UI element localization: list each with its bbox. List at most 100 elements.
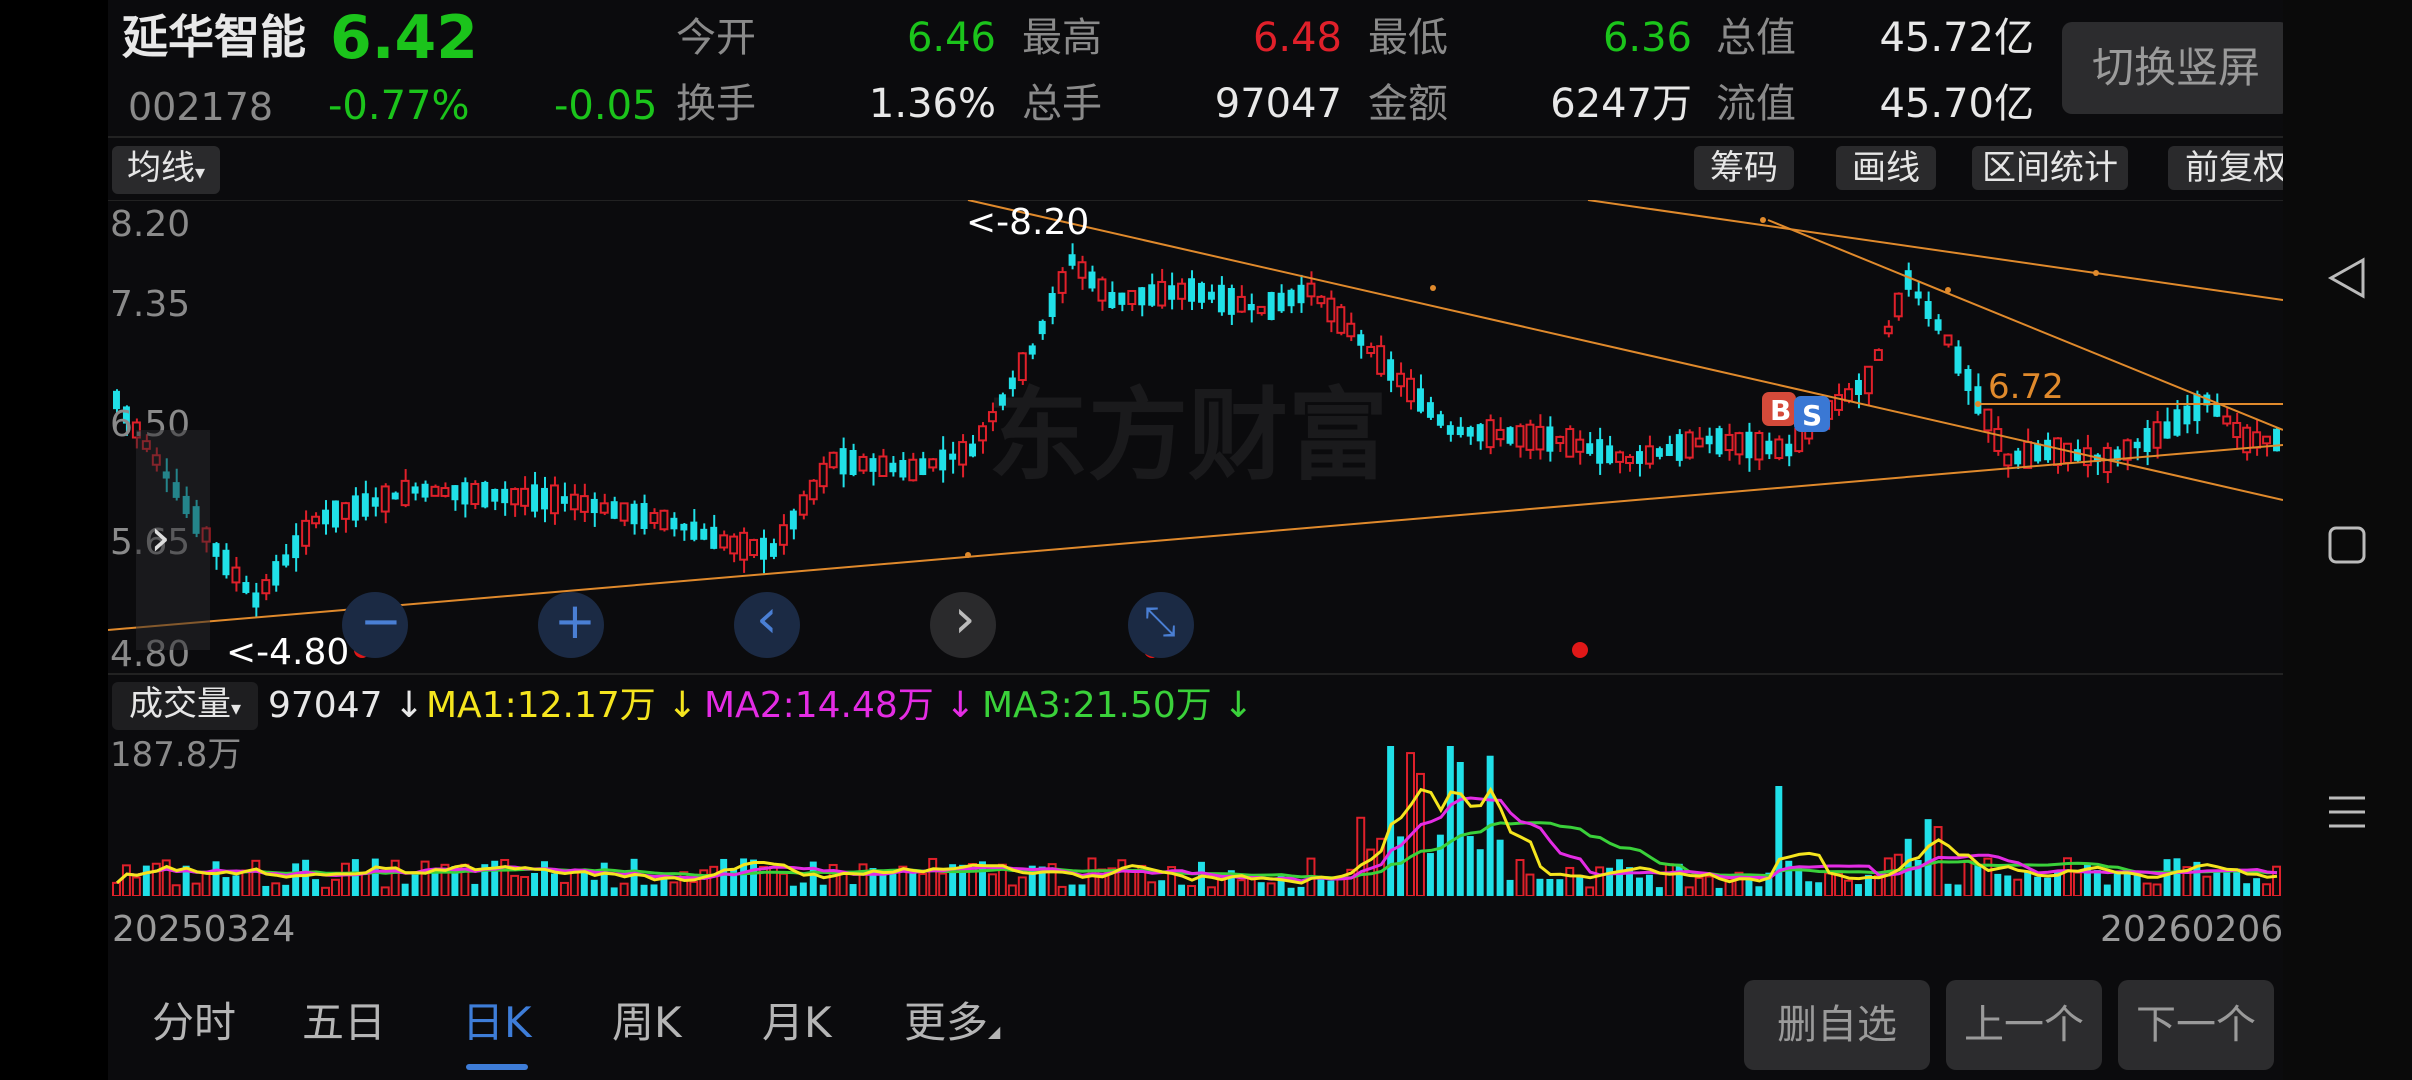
volume-max-tick: 187.8万: [110, 735, 241, 775]
candle-body: [2183, 405, 2191, 425]
volume-bar: [2133, 873, 2141, 896]
ma-dropdown[interactable]: 均线▾: [112, 146, 220, 194]
min-price-marker: <-4.80: [226, 632, 349, 673]
candle-body: [1943, 334, 1953, 346]
candle-body: [1207, 291, 1215, 300]
candle-body: [2232, 421, 2242, 439]
expand-left-button[interactable]: ›: [136, 430, 210, 650]
volume-bar: [1694, 877, 1704, 896]
volume-bar: [2223, 871, 2231, 896]
ma3-value: MA3:21.50万 ↓: [982, 685, 1254, 726]
zoom-in-button[interactable]: +: [538, 592, 604, 658]
home-icon[interactable]: [2327, 525, 2367, 565]
candle-body: [899, 460, 907, 478]
candle-body: [640, 503, 648, 529]
volume-bar: [1963, 859, 1973, 896]
ma-dropdown-label: 均线: [126, 148, 195, 188]
switch-portrait-button[interactable]: 切换竖屏: [2062, 22, 2290, 114]
kline-chart[interactable]: 东方财富 6.72 8.20 7.35 6.50 5.65 4.80 <-8.2…: [108, 200, 2283, 678]
candle-body: [1077, 261, 1087, 279]
candle-body: [969, 443, 977, 457]
candle-body: [808, 479, 818, 501]
next-stock-button[interactable]: 下一个: [2118, 980, 2274, 1070]
indicator-dropdown[interactable]: 成交量▾: [112, 682, 258, 730]
candle-body: [1118, 292, 1126, 305]
range-stats-button[interactable]: 区间统计: [1972, 146, 2128, 190]
volume-bar: [182, 865, 190, 896]
buy-badge[interactable]: [1762, 392, 1796, 426]
candle-body: [2252, 431, 2262, 449]
candle-body: [1904, 270, 1912, 290]
volume-bar: [2233, 868, 2241, 896]
volume-bar: [1704, 875, 1714, 896]
candle-body: [1157, 280, 1167, 307]
volume-bar: [740, 858, 748, 896]
tab-more[interactable]: 更多◢: [904, 1002, 1000, 1044]
low-value: 6.36: [1602, 15, 1692, 61]
event-dot[interactable]: [1572, 642, 1588, 658]
trendline-support: [108, 444, 2283, 631]
volume-bar: [849, 884, 857, 896]
candle-body: [1236, 295, 1246, 313]
volume-current: 97047 ↓: [268, 685, 425, 726]
candle-body: [1635, 451, 1643, 464]
candle-body: [729, 535, 739, 555]
trendline-resistance-1: [967, 200, 2283, 501]
reset-zoom-button[interactable]: ⤡: [1128, 592, 1194, 658]
volume-bar: [1844, 879, 1853, 896]
tab-weekly-k[interactable]: 周K: [612, 998, 682, 1047]
volume-bar: [2142, 882, 2152, 896]
volume-bar: [531, 872, 539, 896]
volume-chart[interactable]: 187.8万: [108, 730, 2283, 896]
start-date: 20250324: [112, 909, 296, 950]
volume-bar: [1236, 879, 1246, 896]
candle-body: [878, 455, 888, 478]
volume-bar: [1606, 867, 1614, 896]
volume-bar: [1635, 877, 1643, 896]
candle-body: [1863, 365, 1873, 395]
tab-intraday[interactable]: 分时: [152, 998, 237, 1047]
back-icon[interactable]: [2327, 256, 2367, 300]
volume-bar: [1158, 880, 1166, 896]
volume-bar: [1327, 880, 1335, 896]
candle-body: [1893, 292, 1903, 318]
volume-bar: [1387, 746, 1395, 896]
volume-bar: [1954, 884, 1962, 896]
zoom-out-button[interactable]: −: [342, 592, 408, 658]
volume-bar: [471, 883, 479, 896]
volume-bar: [1057, 885, 1067, 896]
candle-body: [1535, 425, 1545, 451]
candle-body: [1108, 292, 1116, 308]
volume-bar: [1536, 878, 1544, 896]
scroll-left-button[interactable]: ‹: [734, 592, 800, 658]
draw-line-button[interactable]: 画线: [1836, 146, 1936, 190]
sell-badge[interactable]: [1794, 396, 1830, 432]
ma1-line: [116, 786, 2278, 885]
volume-bar: [2193, 861, 2201, 896]
tab-monthly-k[interactable]: 月K: [762, 998, 832, 1047]
recent-apps-icon[interactable]: [2327, 792, 2367, 832]
volume-bar: [979, 861, 986, 896]
scroll-right-button[interactable]: ›: [930, 592, 996, 658]
total-mv-label: 总值: [1716, 15, 1796, 61]
chips-button[interactable]: 筹码: [1694, 146, 1794, 190]
candle-body: [908, 458, 918, 482]
candle-body: [1586, 443, 1594, 454]
candle-body: [1625, 455, 1634, 465]
adjust-button[interactable]: 前复权: [2168, 146, 2304, 190]
volume-bar: [401, 883, 409, 896]
candle-body: [1097, 278, 1107, 302]
remove-watchlist-button[interactable]: 删自选: [1744, 980, 1930, 1070]
prev-stock-button[interactable]: 上一个: [1946, 980, 2102, 1070]
candle-body: [760, 537, 767, 560]
tab-daily-k[interactable]: 日K: [462, 998, 532, 1047]
tab-five-day[interactable]: 五日: [302, 998, 387, 1047]
volume-bar: [750, 859, 758, 896]
candle-body: [828, 451, 838, 469]
volume-bar: [869, 868, 877, 896]
candle-body: [739, 531, 749, 561]
candle-body: [1376, 345, 1386, 375]
volume-bar: [799, 882, 807, 896]
volume-bar: [520, 876, 530, 896]
volume-bar: [819, 884, 827, 896]
